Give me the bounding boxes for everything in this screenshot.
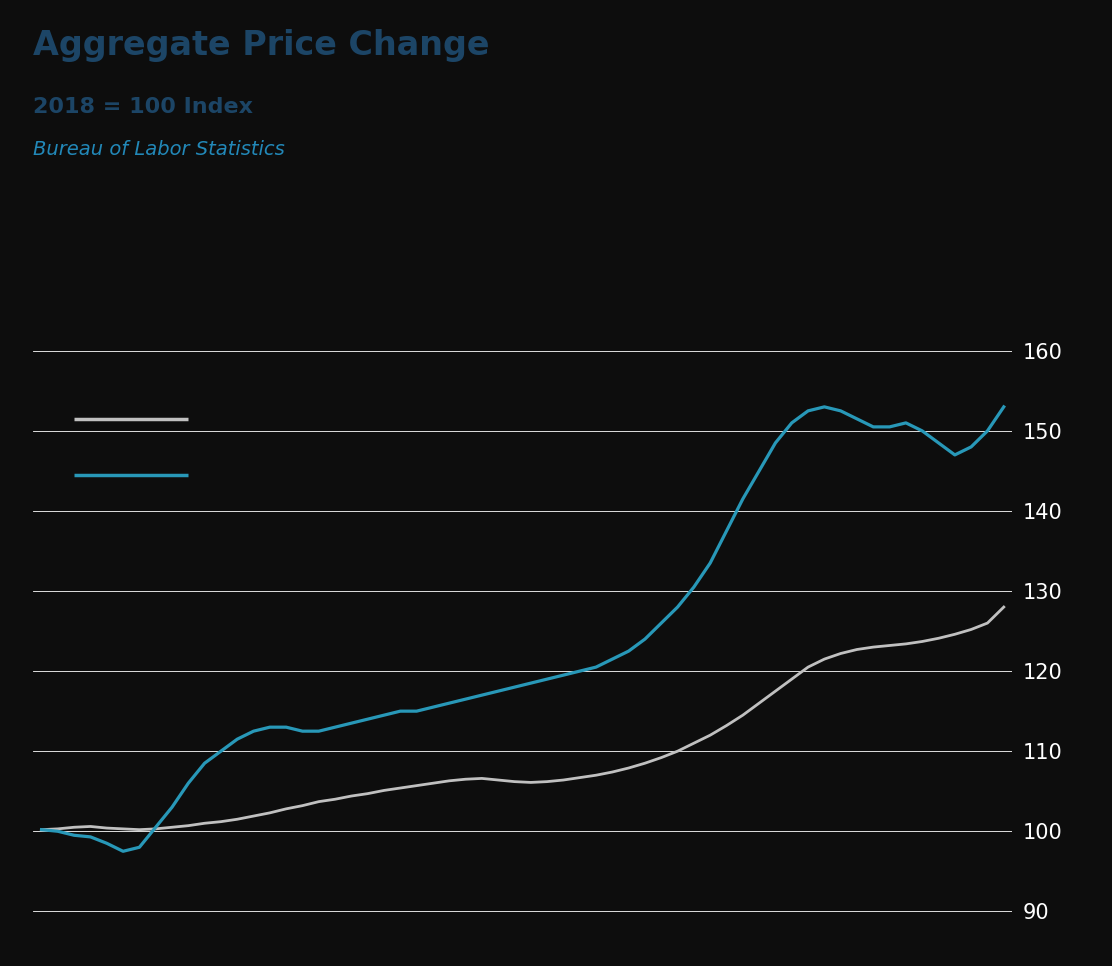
Text: 2018 = 100 Index: 2018 = 100 Index	[33, 97, 254, 117]
Text: Bureau of Labor Statistics: Bureau of Labor Statistics	[33, 140, 285, 159]
Text: Aggregate Price Change: Aggregate Price Change	[33, 29, 490, 62]
